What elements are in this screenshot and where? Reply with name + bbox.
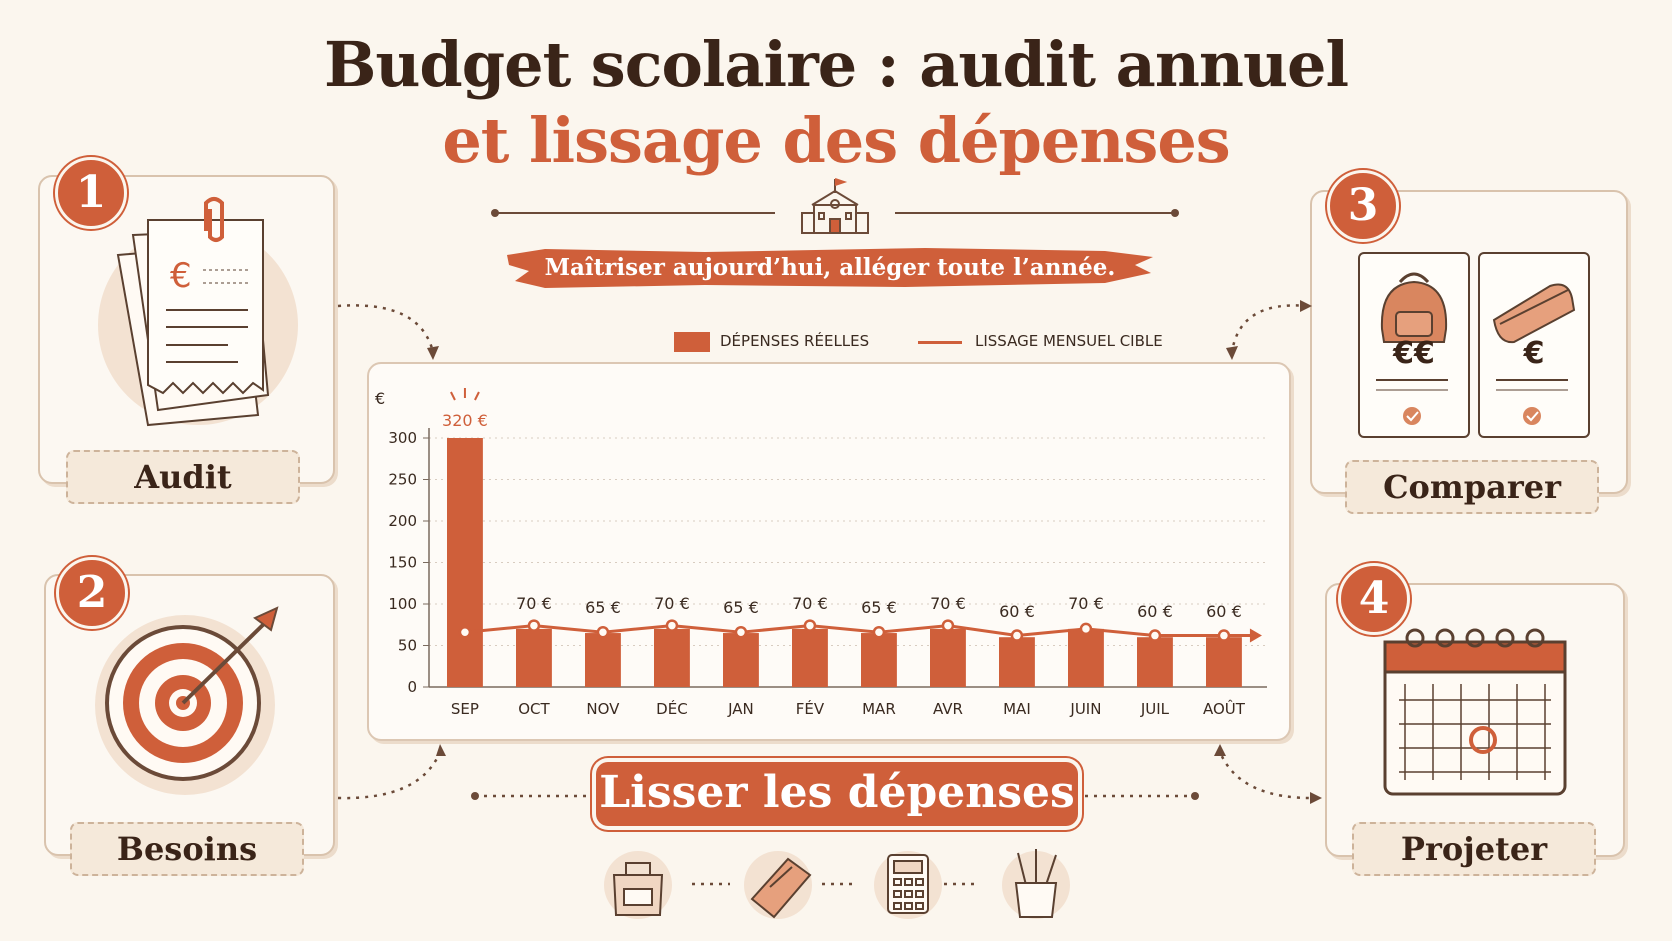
- x-tick-label: SEP: [451, 700, 479, 718]
- line-point: [1079, 622, 1093, 636]
- bar-value-label: 70 €: [1068, 594, 1104, 613]
- pencil-case-icon: [1492, 283, 1576, 344]
- bar-nov: [585, 633, 621, 687]
- step-number-3: 3: [1327, 170, 1399, 242]
- bar-sep: [447, 438, 483, 687]
- bar-juin: [1068, 628, 1104, 687]
- bar-avr: [930, 628, 966, 687]
- y-tick-label: 100: [388, 595, 417, 613]
- calculator-icon: [874, 851, 942, 919]
- legend-bar-swatch: [674, 332, 710, 352]
- bar-fév: [792, 628, 828, 687]
- x-tick-label: MAR: [862, 700, 896, 718]
- y-tick-label: 250: [388, 471, 417, 489]
- bar-value-label: 70 €: [654, 594, 690, 613]
- page-subtitle: et lissage des dépenses: [442, 104, 1230, 177]
- backpack-icon: [1380, 272, 1448, 343]
- x-tick-label: MAI: [1003, 700, 1031, 718]
- bar-value-label: 65 €: [723, 598, 759, 617]
- bar-value-label: 60 €: [1206, 602, 1242, 621]
- bar-mar: [861, 633, 897, 687]
- bar-value-label: 70 €: [516, 594, 552, 613]
- bar-mai: [999, 637, 1035, 687]
- x-tick-label: JUIN: [1069, 700, 1101, 718]
- price-high-lines: [1376, 379, 1448, 425]
- line-series-lissage: [464, 624, 1252, 638]
- line-point: [1010, 629, 1024, 642]
- legend-line-swatch: [918, 341, 962, 344]
- tagline-brush: [507, 248, 1153, 288]
- pencil-cup-icon: [1002, 849, 1070, 919]
- x-tick-label: JUIL: [1140, 700, 1170, 718]
- line-point: [458, 625, 472, 639]
- line-arrowhead: [1249, 628, 1262, 643]
- price-low-label: €: [1523, 336, 1545, 371]
- y-tick-label: 200: [388, 512, 417, 530]
- bar-value-label: 70 €: [930, 594, 966, 613]
- line-point: [872, 625, 886, 639]
- bar-value-label: 60 €: [1137, 602, 1173, 621]
- x-tick-label: AVR: [933, 700, 963, 718]
- step-label-audit: Audit: [66, 450, 300, 504]
- price-card-high: [1358, 252, 1470, 438]
- line-point: [596, 625, 610, 639]
- step-number-1: 1: [55, 157, 127, 229]
- bar-déc: [654, 628, 690, 687]
- step-number-2: 2: [56, 557, 128, 629]
- bar-value-label: 65 €: [585, 598, 621, 617]
- step-label-besoins: Besoins: [70, 822, 304, 876]
- price-low-lines: [1496, 379, 1568, 425]
- line-point: [734, 625, 748, 639]
- bar-value-label: 70 €: [792, 594, 828, 613]
- bar-value-label: 320 €: [442, 411, 488, 430]
- bar-value-label: 60 €: [999, 602, 1035, 621]
- line-point: [803, 619, 817, 632]
- target-icon: [95, 606, 279, 795]
- legend-bar-label: DÉPENSES RÉELLES: [720, 332, 870, 350]
- calendar-icon: [1383, 628, 1567, 796]
- x-tick-label: FÉV: [796, 699, 825, 718]
- y-tick-label: 0: [407, 678, 417, 696]
- y-tick-label: 50: [398, 637, 417, 655]
- legend-line-label: LISSAGE MENSUEL CIBLE: [975, 332, 1163, 350]
- notebook-icon: [744, 851, 812, 919]
- tagline: Maîtriser aujourd’hui, alléger toute l’a…: [544, 254, 1116, 281]
- price-card-low: [1478, 252, 1590, 438]
- bar-value-label: 65 €: [861, 598, 897, 617]
- school-divider: [491, 178, 1179, 234]
- bar-chart: €0 50 100 150 200 250 300 320 € SEP 70 € OCT 65 € NO…: [375, 388, 1267, 718]
- page-title: Budget scolaire : audit annuel: [323, 28, 1349, 101]
- y-tick-label: 150: [388, 554, 417, 572]
- y-tick-label: 300: [388, 429, 417, 447]
- line-point: [1217, 629, 1231, 642]
- x-tick-label: DÉC: [656, 699, 688, 718]
- bar-jan: [723, 633, 759, 687]
- x-tick-label: OCT: [518, 700, 550, 718]
- x-tick-label: NOV: [586, 700, 620, 718]
- supplies-row: [604, 849, 1070, 919]
- step-label-projeter: Projeter: [1352, 822, 1596, 876]
- line-point: [527, 619, 541, 632]
- bar-août: [1206, 637, 1242, 687]
- receipts-icon: €: [98, 197, 298, 427]
- x-tick-label: JAN: [727, 700, 754, 718]
- step-label-comparer: Comparer: [1345, 460, 1599, 514]
- school-icon: [801, 178, 869, 234]
- line-point: [665, 619, 679, 632]
- y-axis-unit: €: [375, 389, 385, 408]
- step-number-4: 4: [1338, 563, 1410, 635]
- price-high-label: €€: [1393, 336, 1435, 371]
- lisser-banner: Lisser les dépenses: [596, 762, 1078, 826]
- highlight-marks: [450, 388, 480, 401]
- school-bag-icon: [604, 851, 672, 919]
- svg-text:€: €: [170, 256, 192, 296]
- line-point: [941, 619, 955, 632]
- bar-oct: [516, 628, 552, 687]
- bar-juil: [1137, 637, 1173, 687]
- x-tick-label: AOÛT: [1203, 699, 1246, 718]
- line-point: [1148, 629, 1162, 642]
